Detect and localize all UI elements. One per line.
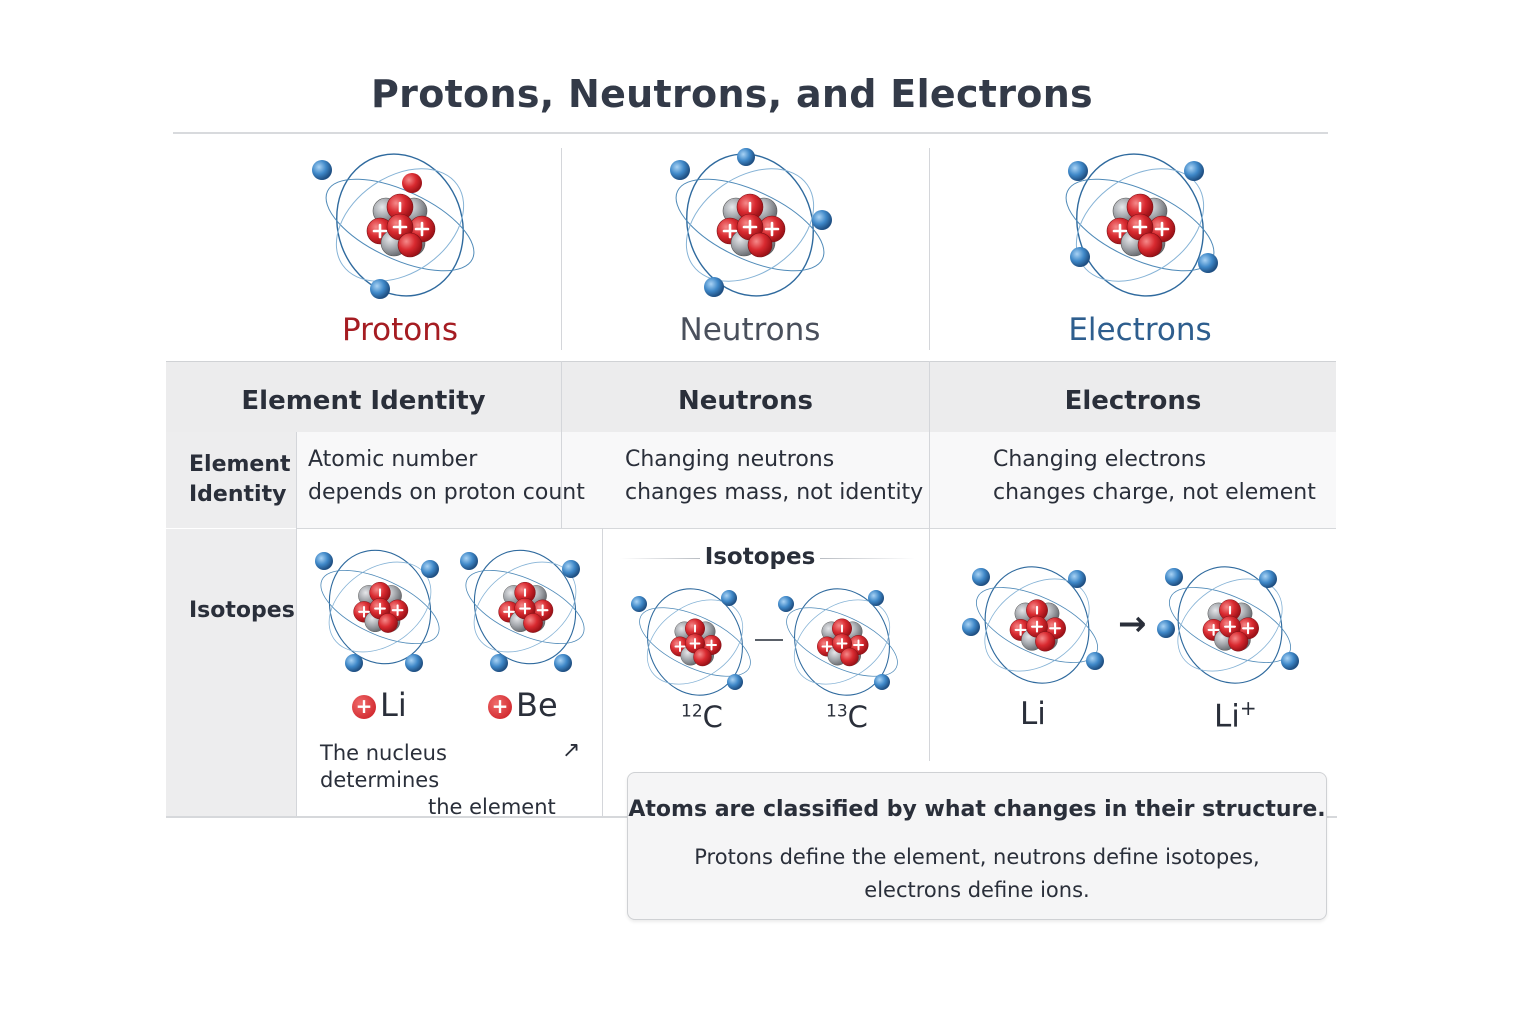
- cell-neutrons-identity: Changing neutrons changes mass, not iden…: [625, 443, 923, 509]
- neutron-atom-icon: [662, 140, 838, 310]
- element-symbol: Li: [1214, 698, 1240, 735]
- curved-arrow-icon: ↗: [562, 738, 581, 763]
- table-divider: [561, 361, 562, 528]
- element-symbol: Li: [380, 686, 407, 724]
- cell-protons-identity: Atomic number depends on proton count: [308, 443, 585, 509]
- isotope-connector: [755, 639, 783, 641]
- summary-heading: Atoms are classified by what changes in …: [628, 797, 1326, 822]
- ion-charge: +: [1239, 696, 1257, 720]
- column-label-protons: Protons: [341, 312, 459, 348]
- row-label-line: Element: [189, 452, 291, 477]
- proton-plus-icon: +: [352, 695, 376, 719]
- cell-line: Changing neutrons: [625, 447, 835, 472]
- element-symbol: Be: [516, 686, 558, 724]
- row-label-cell: [166, 529, 296, 816]
- row-label-isotopes: Isotopes: [189, 598, 295, 623]
- cell-line: depends on proton count: [308, 480, 585, 505]
- row-label-element-identity: Element Identity: [189, 450, 291, 510]
- electron-atom-icon: [1052, 140, 1228, 310]
- summary-line: electrons define ions.: [864, 878, 1090, 902]
- table-divider: [929, 361, 930, 761]
- ion-label-li: Li: [1020, 696, 1046, 732]
- carbon-12-atom-icon: [629, 585, 761, 700]
- cell-line: changes charge, not element: [993, 480, 1316, 505]
- cell-line: Atomic number: [308, 447, 478, 472]
- element-label-be: + Be: [488, 686, 558, 724]
- lithium-neutral-atom-icon: [962, 560, 1109, 690]
- beryllium-atom-icon: [455, 540, 595, 675]
- isotopes-heading-rule: [620, 558, 700, 559]
- cell-line: changes mass, not identity: [625, 480, 924, 505]
- row-label-cell: [166, 432, 296, 528]
- lithium-atom-icon: [310, 540, 450, 675]
- isotope-label-c13: 13C: [826, 700, 868, 734]
- table-header-element-identity: Element Identity: [241, 386, 486, 416]
- element-symbol: C: [702, 700, 723, 734]
- proton-atom-icon: [312, 140, 488, 310]
- column-label-electrons: Electrons: [1068, 312, 1212, 348]
- row-label-line: Identity: [189, 482, 287, 507]
- note-line: the element: [428, 795, 556, 819]
- page-title: Protons, Neutrons, and Electrons: [371, 72, 1093, 116]
- table-header-row: [166, 361, 1336, 433]
- column-label-neutrons: Neutrons: [679, 312, 821, 348]
- table-header-electrons: Electrons: [1064, 386, 1202, 416]
- cell-line: Changing electrons: [993, 447, 1207, 472]
- column-divider: [561, 148, 562, 350]
- title-divider: [173, 132, 1328, 134]
- isotope-label-c12: 12C: [681, 700, 723, 734]
- summary-body: Protons define the element, neutrons def…: [628, 841, 1326, 907]
- mass-number: 13: [826, 701, 848, 722]
- table-divider: [602, 528, 603, 816]
- note-line: The nucleus determines: [320, 741, 447, 792]
- table-header-neutrons: Neutrons: [677, 386, 813, 416]
- table-divider: [296, 432, 297, 816]
- isotopes-heading-rule: [820, 558, 915, 559]
- lithium-ion-atom-icon: [1157, 560, 1302, 690]
- summary-line: Protons define the element, neutrons def…: [694, 845, 1260, 869]
- ion-label-li-plus: Li+: [1214, 696, 1257, 734]
- ionization-arrow-icon: →: [1118, 604, 1147, 644]
- carbon-13-atom-icon: [776, 585, 908, 700]
- isotopes-heading: Isotopes: [704, 544, 816, 570]
- element-symbol: Li: [1020, 696, 1046, 732]
- table-bottom-rule: [166, 816, 628, 818]
- nucleus-note: The nucleus determines the element: [320, 740, 570, 821]
- element-label-li: + Li: [352, 686, 407, 724]
- element-symbol: C: [847, 700, 868, 734]
- mass-number: 12: [681, 701, 703, 722]
- row-cell-bg: [297, 432, 1336, 529]
- proton-plus-icon: +: [488, 695, 512, 719]
- table-bottom-rule: [1325, 816, 1337, 818]
- cell-electrons-identity: Changing electrons changes charge, not e…: [993, 443, 1316, 509]
- summary-box: Atoms are classified by what changes in …: [627, 772, 1327, 920]
- column-divider: [929, 148, 930, 350]
